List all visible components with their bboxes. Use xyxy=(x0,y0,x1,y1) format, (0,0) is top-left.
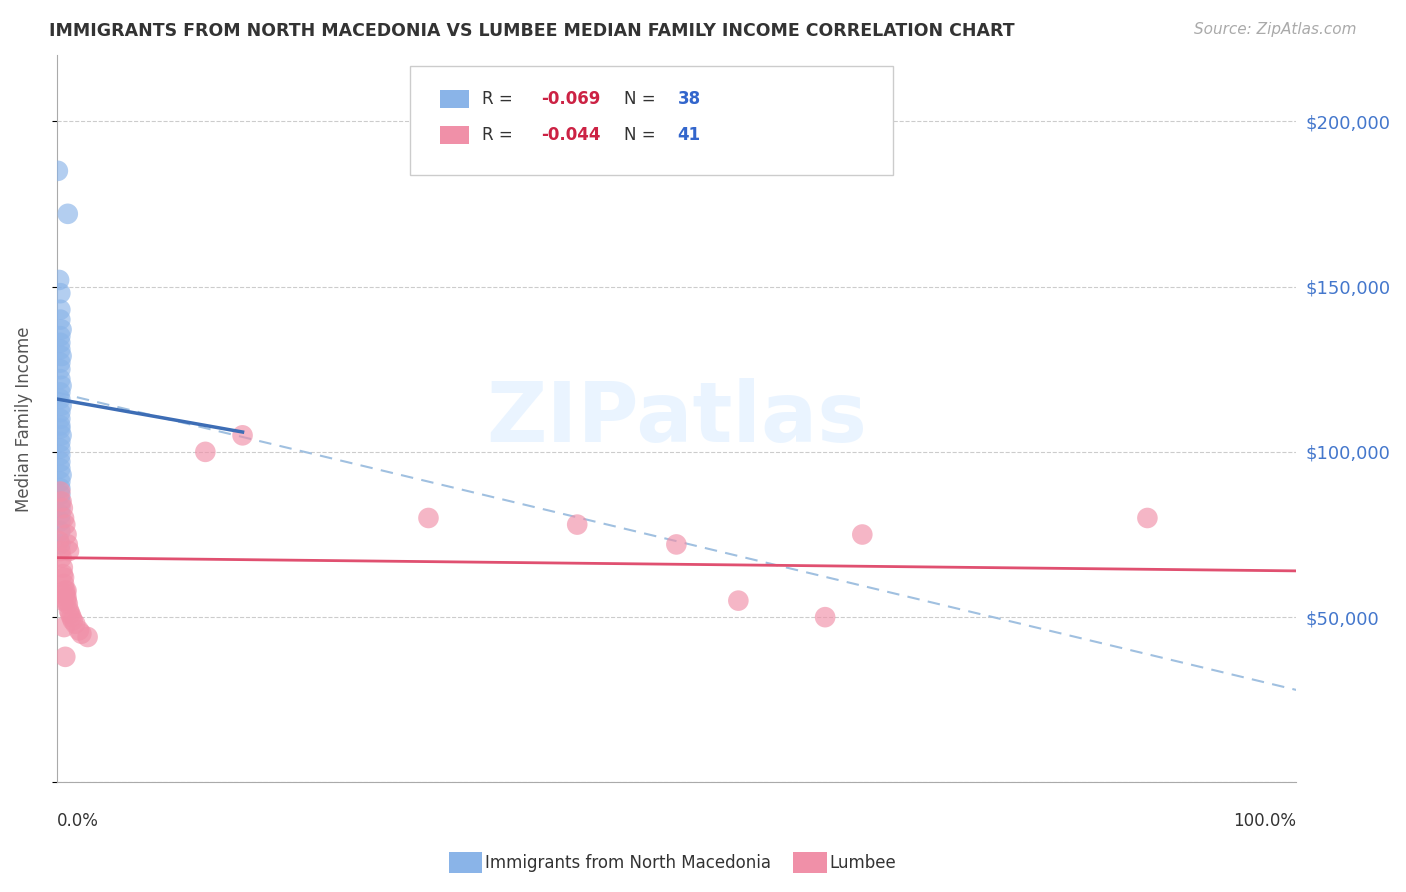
Point xyxy=(52,593,75,607)
Point xyxy=(48,273,70,287)
Point xyxy=(53,583,76,598)
Point xyxy=(814,610,837,624)
Point xyxy=(51,428,73,442)
Point xyxy=(49,537,72,551)
Point xyxy=(63,616,86,631)
Point xyxy=(49,455,72,469)
Point xyxy=(49,362,72,376)
Text: 41: 41 xyxy=(678,126,700,145)
Point xyxy=(53,517,76,532)
FancyBboxPatch shape xyxy=(440,90,470,108)
Text: -0.069: -0.069 xyxy=(541,90,600,108)
Point xyxy=(62,614,84,628)
Point xyxy=(51,399,73,413)
Point xyxy=(194,445,217,459)
Point xyxy=(49,372,72,386)
Point xyxy=(851,527,873,541)
Point xyxy=(51,378,73,392)
Point xyxy=(53,587,76,601)
Text: R =: R = xyxy=(482,90,517,108)
Point xyxy=(53,577,76,591)
Point xyxy=(58,603,80,617)
Point xyxy=(76,630,98,644)
Point xyxy=(1136,511,1159,525)
Text: IMMIGRANTS FROM NORTH MACEDONIA VS LUMBEE MEDIAN FAMILY INCOME CORRELATION CHART: IMMIGRANTS FROM NORTH MACEDONIA VS LUMBE… xyxy=(49,22,1015,40)
Point xyxy=(567,517,589,532)
Point xyxy=(232,428,254,442)
Point xyxy=(418,511,440,525)
Point xyxy=(49,302,72,317)
Point xyxy=(51,349,73,363)
Point xyxy=(52,560,75,574)
Point xyxy=(55,583,77,598)
Point xyxy=(49,475,72,489)
Point xyxy=(49,524,72,539)
Point xyxy=(53,511,76,525)
Point xyxy=(49,385,72,400)
Point xyxy=(52,567,75,582)
Text: N =: N = xyxy=(624,90,661,108)
Point xyxy=(52,501,75,516)
Text: 38: 38 xyxy=(678,90,700,108)
FancyBboxPatch shape xyxy=(440,127,470,144)
Point xyxy=(49,501,72,516)
Point xyxy=(49,544,72,558)
Point xyxy=(49,508,72,522)
Point xyxy=(727,593,749,607)
Point xyxy=(665,537,688,551)
Point xyxy=(49,312,72,326)
Point xyxy=(70,626,93,640)
Text: Immigrants from North Macedonia: Immigrants from North Macedonia xyxy=(485,854,770,871)
Point xyxy=(49,418,72,433)
Y-axis label: Median Family Income: Median Family Income xyxy=(15,326,32,511)
Point xyxy=(49,422,72,436)
Text: Lumbee: Lumbee xyxy=(830,854,896,871)
Point xyxy=(48,534,70,549)
Point xyxy=(56,537,79,551)
Point xyxy=(49,343,72,357)
Point xyxy=(55,593,77,607)
Point xyxy=(49,484,72,499)
Point xyxy=(49,392,72,406)
Point xyxy=(51,494,73,508)
Point xyxy=(49,514,72,528)
Point xyxy=(49,494,72,508)
Point xyxy=(49,335,72,350)
Point xyxy=(49,356,72,370)
Text: ZIPatlas: ZIPatlas xyxy=(486,378,868,459)
Point xyxy=(49,481,72,495)
Text: -0.044: -0.044 xyxy=(541,126,600,145)
Point xyxy=(49,461,72,475)
Point xyxy=(49,412,72,426)
Point xyxy=(59,607,82,621)
Point xyxy=(53,649,76,664)
Point xyxy=(53,620,76,634)
Point xyxy=(55,591,77,605)
Point xyxy=(49,405,72,419)
Point xyxy=(49,329,72,343)
Point xyxy=(49,286,72,301)
Text: N =: N = xyxy=(624,126,661,145)
Point xyxy=(51,550,73,565)
Point xyxy=(56,207,79,221)
Point xyxy=(51,322,73,336)
Point xyxy=(60,610,83,624)
Point xyxy=(67,624,90,638)
Point xyxy=(56,597,79,611)
Text: 100.0%: 100.0% xyxy=(1233,812,1296,830)
Text: R =: R = xyxy=(482,126,517,145)
Point xyxy=(49,448,72,462)
Point xyxy=(46,164,69,178)
Point xyxy=(49,488,72,502)
Point xyxy=(58,544,80,558)
Text: Source: ZipAtlas.com: Source: ZipAtlas.com xyxy=(1194,22,1357,37)
Point xyxy=(55,527,77,541)
Point xyxy=(53,570,76,584)
FancyBboxPatch shape xyxy=(411,66,893,175)
Point xyxy=(49,434,72,449)
Point xyxy=(51,468,73,483)
Point xyxy=(49,442,72,456)
Text: 0.0%: 0.0% xyxy=(56,812,98,830)
